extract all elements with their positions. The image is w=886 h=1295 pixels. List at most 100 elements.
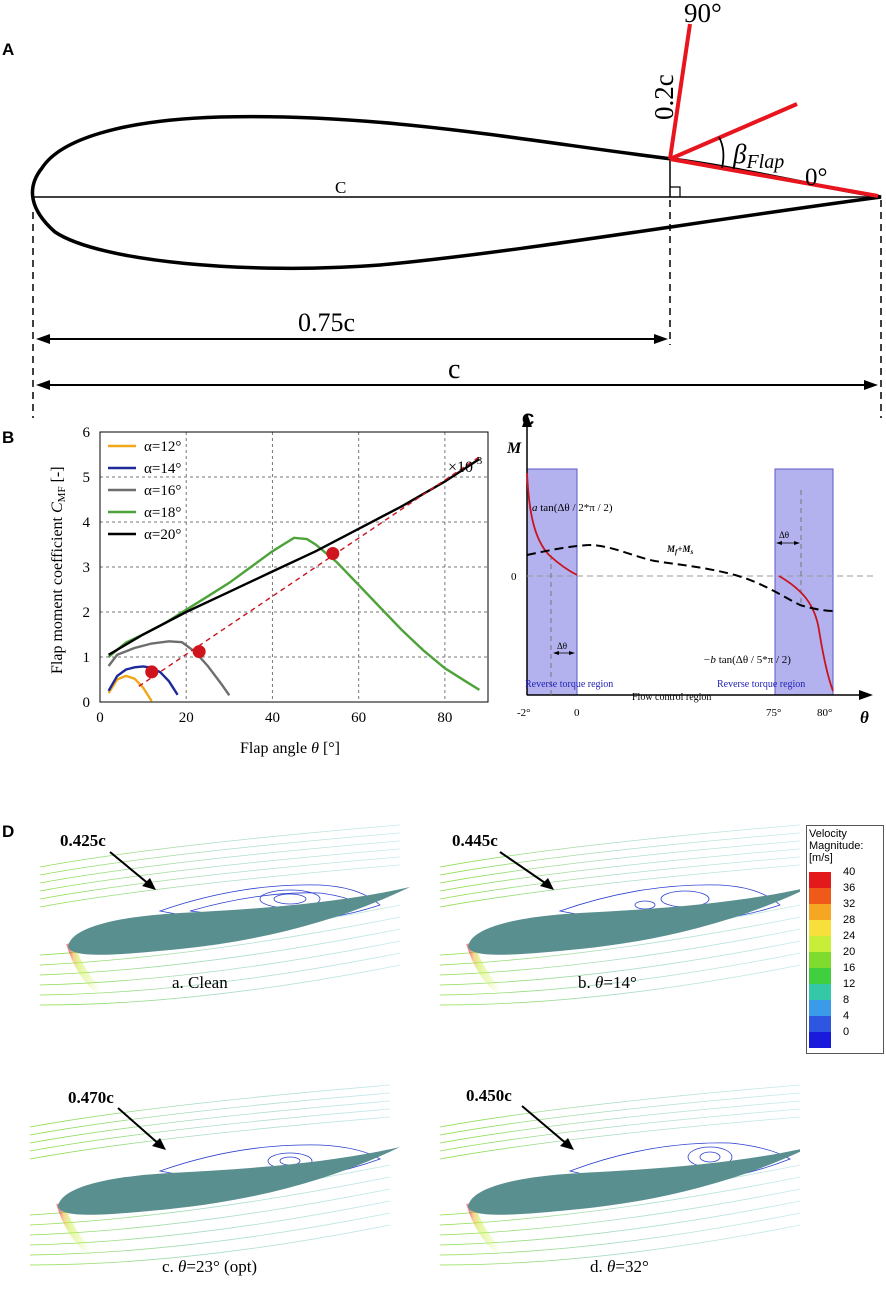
x-axis-label: Flap angle θ [°]	[240, 740, 340, 757]
chord-total-label: c	[448, 354, 460, 385]
legend-label: α=14°	[144, 461, 181, 477]
colorbar-level: 40	[807, 866, 883, 888]
y-tick-label: 0	[83, 695, 91, 711]
separation-label-b: 0.445c	[452, 831, 498, 850]
chord-label: C	[335, 178, 346, 197]
colorbar-swatch	[809, 1032, 831, 1048]
colorbar-swatch	[809, 920, 831, 936]
legend-label: α=18°	[144, 505, 181, 521]
colorbar-level: 20	[807, 946, 883, 968]
mf-ms-label: Mf+Ms	[666, 544, 694, 556]
eq-left: a tan(Δθ / 2*π / 2)	[532, 502, 613, 514]
flap-line-0	[669, 157, 879, 198]
colorbar-level: 32	[807, 898, 883, 920]
colorbar-label: 0	[843, 1026, 850, 1038]
plot-frame	[99, 431, 489, 703]
y-tick-label: 2	[83, 605, 91, 621]
y-tick-label: 5	[83, 470, 91, 486]
optimal-point	[145, 665, 159, 679]
colorbar-level: 36	[807, 882, 883, 904]
angle-0-label: 0°	[805, 164, 828, 191]
y-tick-label: 4	[83, 515, 91, 531]
legend-label: α=16°	[144, 483, 181, 499]
xtick-0: 0	[574, 707, 580, 719]
flowfield-b	[439, 824, 800, 1006]
colorbar-label: 28	[843, 914, 856, 926]
flowfield-c	[29, 1084, 400, 1266]
colorbar-level: 8	[807, 994, 883, 1016]
colorbar-swatch	[809, 888, 831, 904]
mf-ms-curve	[526, 543, 836, 612]
colorbar-label: 4	[843, 1010, 850, 1022]
colorbar-level: 28	[807, 914, 883, 936]
panel-d-label: D	[2, 822, 15, 841]
separation-label-a: 0.425c	[60, 831, 106, 850]
colorbar-label: 16	[843, 962, 856, 974]
y-tick-label: 6	[83, 425, 91, 441]
angle-90-label: 90°	[684, 0, 722, 28]
hinge-position-label: 0.75c	[298, 308, 355, 337]
colorbar-swatch	[809, 872, 831, 888]
panel-c-diagram: M θ 0 a tan(Δθ / 2*π / 2) −b tan(Δθ / 5*…	[506, 413, 875, 727]
panel-a-airfoil-diagram: 90° 0° 0.2c C βFlap 0.75c c	[30, 0, 882, 418]
flap-length-label: 0.2c	[649, 74, 679, 120]
colorbar-label: 32	[843, 898, 856, 910]
left-reverse-curve	[526, 472, 578, 576]
delta-theta-left: Δθ	[557, 641, 567, 651]
colorbar-level: 24	[807, 930, 883, 952]
reverse-torque-right-label: Reverse torque region	[717, 679, 805, 690]
panel-b-label: B	[2, 428, 15, 447]
panel-a-label: A	[2, 40, 15, 59]
colorbar-swatch	[809, 1016, 831, 1032]
colorbar-swatch	[809, 1000, 831, 1016]
y-tick-label: 3	[83, 560, 91, 576]
x-tick-label: 20	[179, 710, 194, 726]
series-line-α=12°	[107, 674, 153, 702]
colorbar-swatch	[809, 968, 831, 984]
colorbar-label: 8	[843, 994, 850, 1006]
separation-label-c: 0.470c	[68, 1088, 114, 1107]
reference-line	[138, 456, 480, 687]
optimal-point	[326, 547, 340, 560]
colorbar-label: 20	[843, 946, 856, 958]
beta-angle-arc	[718, 136, 725, 169]
delta-theta-right: Δθ	[779, 530, 789, 540]
colorbar-level: 4	[807, 1010, 883, 1032]
airfoil-outline	[30, 114, 882, 271]
panel-b-chart: 0 20 40 60 80 0 1 2 3 4 5 6 α=12° α=14° α=16° α=18° α=20…	[49, 425, 489, 757]
right-angle-mark	[670, 186, 681, 197]
x-tick-label: 60	[351, 710, 366, 726]
caption-d: d. θ=32°	[590, 1257, 649, 1276]
y-tick-label: 1	[83, 650, 91, 666]
legend-label: α=12°	[144, 439, 181, 455]
flow-control-label: Flow control region	[632, 692, 711, 703]
xtick-minus2: -2°	[517, 707, 531, 719]
colorbar-label: 40	[843, 866, 856, 878]
eq-right: −b tan(Δθ / 5*π / 2)	[703, 654, 791, 666]
caption-c: c. θ=23° (opt)	[162, 1257, 257, 1276]
y-axis-label: Flap moment coefficient CMF [-]	[49, 466, 68, 674]
airfoil-shape	[68, 887, 410, 955]
colorbar-title: Velocity Magnitude: [m/s]	[809, 828, 864, 864]
colorbar-swatch	[809, 936, 831, 952]
optimal-point	[192, 645, 206, 659]
xtick-80: 80°	[817, 707, 832, 719]
zero-label: 0	[511, 571, 517, 583]
caption-a: a. Clean	[172, 973, 228, 992]
colorbar-swatch	[809, 952, 831, 968]
y-axis-label-m: M	[506, 440, 522, 457]
x-axis-label-theta: θ	[860, 708, 869, 727]
x-tick-label: 0	[96, 710, 104, 726]
reverse-torque-region-left	[526, 468, 578, 696]
x-tick-label: 80	[437, 710, 452, 726]
x-tick-label: 40	[265, 710, 280, 726]
multiplier-label: ×10-3	[448, 455, 483, 476]
panel-d-flowfields: 0.425c a. Clean 0.445c b. θ=14°	[29, 824, 800, 1276]
colorbar-level: 0	[807, 1026, 883, 1048]
colorbar-swatch	[809, 904, 831, 920]
velocity-colorbar: Velocity Magnitude: [m/s] 40 36 32 28 24 20 16…	[806, 825, 884, 1054]
reverse-torque-left-label: Reverse torque region	[525, 679, 613, 690]
colorbar-label: 24	[843, 930, 856, 942]
flap-line-90	[668, 23, 692, 160]
beta-flap-label: βFlap	[732, 139, 784, 173]
